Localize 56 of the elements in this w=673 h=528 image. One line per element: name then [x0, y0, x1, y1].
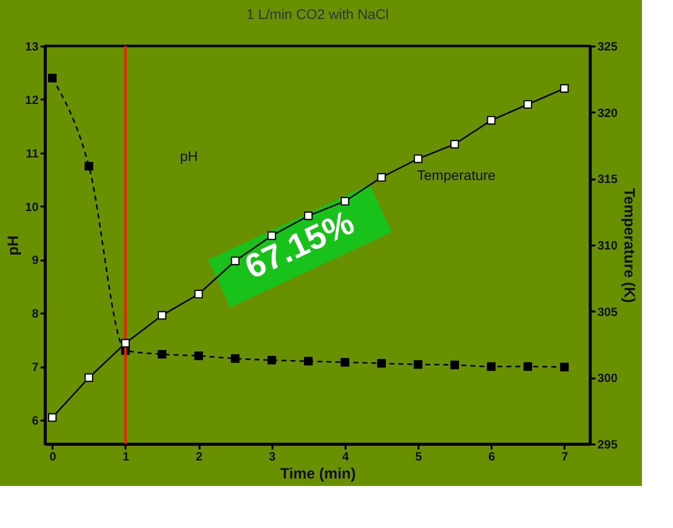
y2-tick-label: 300	[598, 371, 618, 386]
x-tick-label: 7	[562, 450, 569, 464]
point	[377, 359, 386, 368]
point	[450, 360, 459, 370]
point	[304, 356, 313, 366]
x-tick-label: 4	[342, 450, 350, 464]
x-tick-label: 5	[415, 450, 422, 464]
point	[414, 360, 422, 369]
y-tick-label: 11	[26, 146, 39, 160]
point	[414, 154, 422, 164]
point	[48, 74, 57, 82]
point	[560, 84, 569, 93]
y-tick-label: 8	[32, 306, 39, 321]
annotation: pH	[180, 148, 198, 164]
point	[560, 362, 569, 372]
point	[230, 354, 240, 363]
y-tick-label: 10	[25, 200, 39, 214]
y2-tick-label: 325	[598, 40, 618, 54]
y2-axis-title: Temperature (K)	[620, 188, 638, 303]
point	[340, 358, 350, 367]
point	[194, 290, 203, 298]
point	[486, 362, 496, 371]
x-tick-label: 2	[196, 450, 203, 464]
point	[158, 350, 166, 359]
y2-tick-label: 320	[598, 106, 618, 120]
point	[377, 173, 386, 182]
x-tick-label: 3	[268, 450, 276, 464]
y-tick-label: 12	[25, 92, 39, 107]
point	[267, 356, 276, 364]
x-axis-title: Time (min)	[280, 466, 356, 482]
point	[158, 311, 166, 320]
y-axis-title: pH	[5, 236, 22, 256]
point	[524, 100, 532, 109]
point	[450, 140, 459, 148]
annotation: Temperature	[417, 167, 496, 183]
y-tick-label: 9	[32, 253, 39, 268]
point	[486, 116, 496, 125]
y2-tick-label: 315	[598, 172, 618, 186]
y2-tick-label: 305	[598, 304, 618, 319]
point	[194, 352, 203, 360]
point	[230, 256, 240, 266]
point	[340, 196, 350, 206]
y-tick-label: 13	[25, 40, 39, 54]
point	[84, 162, 94, 171]
x-tick-label: 6	[488, 450, 496, 464]
y2-tick-label: 295	[598, 438, 618, 452]
y2-tick-label: 310	[598, 238, 618, 252]
point	[121, 338, 130, 348]
x-tick-label: 0	[49, 450, 56, 464]
point	[524, 362, 532, 371]
chart-title: 1 L/min CO2 with NaCl	[246, 6, 389, 22]
y-tick-label: 7	[32, 360, 39, 374]
y-tick-label: 6	[32, 413, 39, 428]
x-tick-label: 1	[122, 450, 130, 464]
point	[84, 373, 94, 382]
point	[48, 413, 57, 422]
